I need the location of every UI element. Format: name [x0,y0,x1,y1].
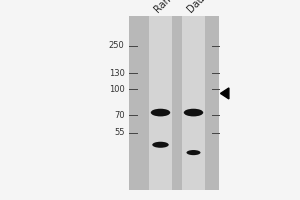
Text: 250: 250 [109,41,124,50]
Polygon shape [220,88,229,99]
Text: 70: 70 [114,111,124,120]
Bar [149,16,172,190]
Ellipse shape [151,109,170,116]
Text: Daudi: Daudi [185,0,212,14]
Text: 55: 55 [114,128,124,137]
Text: 100: 100 [109,85,124,94]
Text: Ramos: Ramos [152,0,182,14]
Ellipse shape [187,150,200,155]
Bar [182,16,205,190]
Ellipse shape [152,142,169,148]
Bar [129,16,219,190]
Text: 130: 130 [109,69,124,78]
Ellipse shape [184,109,203,116]
